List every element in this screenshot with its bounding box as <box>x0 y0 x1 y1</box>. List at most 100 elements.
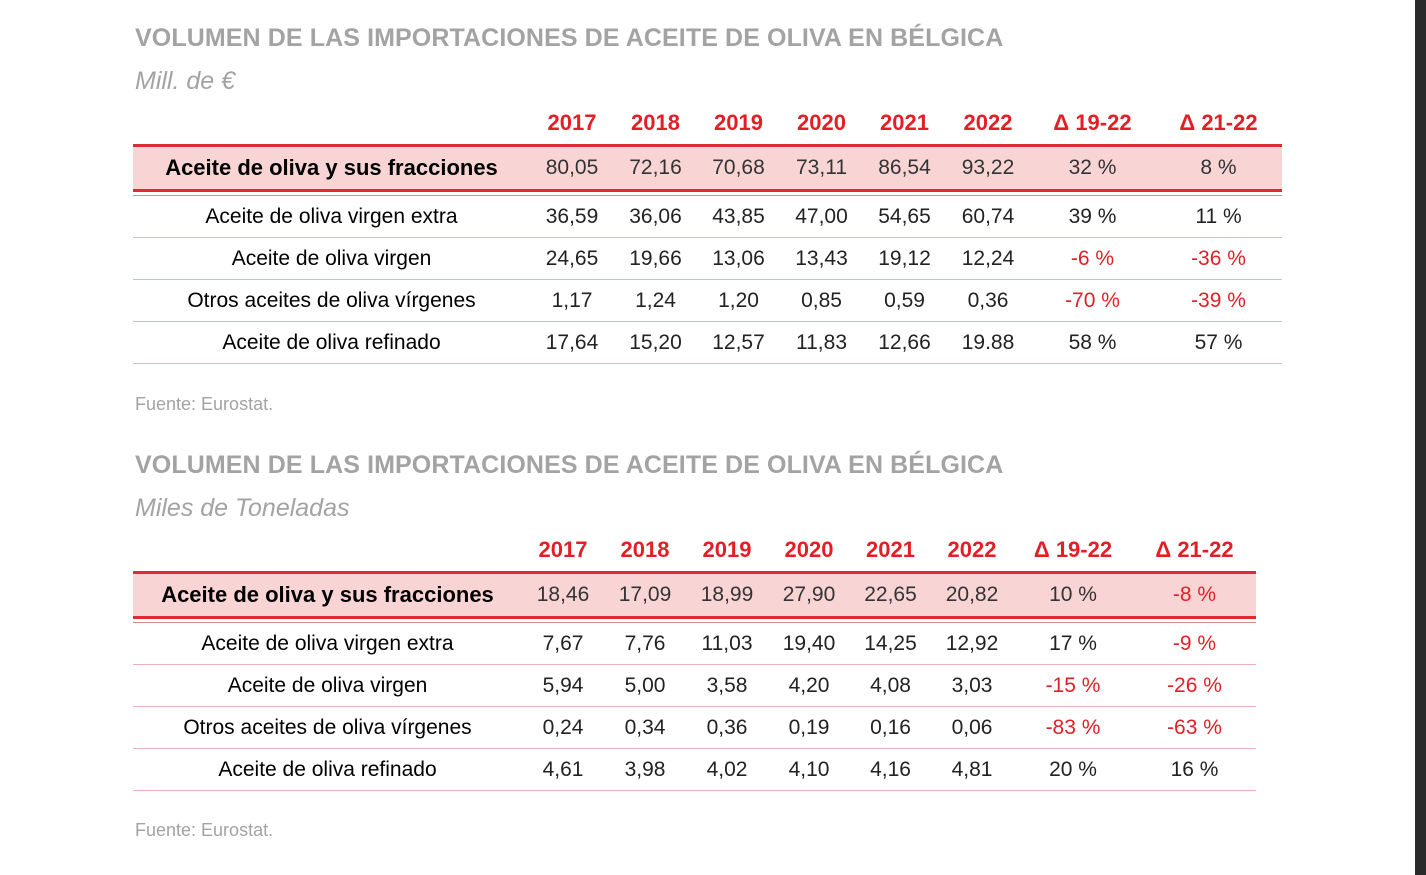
column-header: Δ 19-22 <box>1033 537 1113 562</box>
table2-source: Fuente: Eurostat. <box>135 820 274 840</box>
cell-value: 18,46 <box>522 571 604 619</box>
cell-value: 1,20 <box>697 279 780 322</box>
row-label: Otros aceites de oliva vírgenes <box>133 279 530 322</box>
table-row: Otros aceites de oliva vírgenes 1,17 1,24 1… <box>133 279 1282 322</box>
cell-value: 58 % <box>1030 321 1155 364</box>
cell-value: 12,24 <box>946 237 1030 280</box>
cell-value: 12,57 <box>697 321 780 364</box>
cell-value: 70,68 <box>697 144 780 192</box>
cell-value: 18,99 <box>686 571 768 619</box>
cell-value: 24,65 <box>530 237 614 280</box>
cell-value: 19,40 <box>768 622 850 665</box>
column-header: 2020 <box>784 537 834 562</box>
cell-value: 72,16 <box>614 144 697 192</box>
cell-value: 17,09 <box>604 571 686 619</box>
cell-value: 1,24 <box>614 279 697 322</box>
column-header: 2021 <box>880 110 929 135</box>
header-row: 2017 2018 2019 2020 2021 2022 Δ 19-22 Δ 21-22 <box>133 102 1282 146</box>
cell-value: 4,61 <box>522 748 604 791</box>
cell-value: 0,36 <box>686 706 768 749</box>
cell-value: 43,85 <box>697 195 780 238</box>
table-row: Aceite de oliva virgen extra 36,59 36,06 43… <box>133 195 1282 238</box>
column-header: Δ 21-22 <box>1155 537 1234 562</box>
cell-value: 57 % <box>1155 321 1282 364</box>
table-row: Aceite de oliva virgen 5,94 5,00 3,58 4,20 4,… <box>133 664 1256 707</box>
cell-value: 7,67 <box>522 622 604 665</box>
table-row: Aceite de oliva virgen 24,65 19,66 13,06 13,… <box>133 237 1282 280</box>
table-row: Aceite de oliva refinado 4,61 3,98 4,02 4,10… <box>133 748 1256 791</box>
divider-line <box>133 617 1256 623</box>
cell-value: 3,98 <box>604 748 686 791</box>
column-header: 2018 <box>620 537 670 562</box>
column-header: 2021 <box>866 537 915 562</box>
cell-value: 80,05 <box>530 144 614 192</box>
cell-value: 3,58 <box>686 664 768 707</box>
cell-value: 32 % <box>1030 144 1155 192</box>
cell-value: 4,08 <box>850 664 931 707</box>
column-header: 2022 <box>963 110 1013 135</box>
cell-value: -15 % <box>1013 664 1133 707</box>
cell-value: -6 % <box>1030 237 1155 280</box>
column-header: 2022 <box>947 537 997 562</box>
cell-value: 73,11 <box>780 144 863 192</box>
cell-value: 13,43 <box>780 237 863 280</box>
column-header <box>133 529 522 573</box>
cell-value: 4,10 <box>768 748 850 791</box>
column-header <box>133 102 530 146</box>
cell-value: 0,36 <box>946 279 1030 322</box>
cell-value: 19,66 <box>614 237 697 280</box>
cell-value: 19,12 <box>863 237 946 280</box>
cell-value: 0,85 <box>780 279 863 322</box>
cell-value: -36 % <box>1155 237 1282 280</box>
table2: 2017 2018 2019 2020 2021 2022 Δ 19-22 Δ 21-22 Ac… <box>133 529 1256 791</box>
divider <box>133 190 1282 196</box>
cell-value: 93,22 <box>946 144 1030 192</box>
row-label: Aceite de oliva virgen <box>133 237 530 280</box>
cell-value: 4,20 <box>768 664 850 707</box>
cell-value: 0,06 <box>931 706 1013 749</box>
row-label: Aceite de oliva refinado <box>133 321 530 364</box>
cell-value: 0,24 <box>522 706 604 749</box>
cell-value: 4,16 <box>850 748 931 791</box>
cell-value: -8 % <box>1133 571 1256 619</box>
cell-value: 7,76 <box>604 622 686 665</box>
column-header: 2018 <box>631 110 680 135</box>
cell-value: 47,00 <box>780 195 863 238</box>
cell-value: 39 % <box>1030 195 1155 238</box>
cell-value: 11 % <box>1155 195 1282 238</box>
table-row: Aceite de oliva refinado 17,64 15,20 12,57 1… <box>133 321 1282 364</box>
row-label: Aceite de oliva y sus fracciones <box>133 571 522 619</box>
cell-value: 22,65 <box>850 571 931 619</box>
table1: 2017 2018 2019 2020 2021 2022 Δ 19-22 Δ 21-22 Ac… <box>133 102 1282 364</box>
cell-value: -63 % <box>1133 706 1256 749</box>
cell-value: 0,59 <box>863 279 946 322</box>
cell-value: 17 % <box>1013 622 1133 665</box>
cell-value: -70 % <box>1030 279 1155 322</box>
cell-value: -39 % <box>1155 279 1282 322</box>
cell-value: 8 % <box>1155 144 1282 192</box>
column-header: 2017 <box>538 537 588 562</box>
column-header: Δ 21-22 <box>1179 110 1258 135</box>
cell-value: 14,25 <box>850 622 931 665</box>
cell-value: 4,02 <box>686 748 768 791</box>
row-label: Otros aceites de oliva vírgenes <box>133 706 522 749</box>
cell-value: -83 % <box>1013 706 1133 749</box>
cell-value: 60,74 <box>946 195 1030 238</box>
cell-value: 0,16 <box>850 706 931 749</box>
row-label: Aceite de oliva virgen extra <box>133 622 522 665</box>
header-row: 2017 2018 2019 2020 2021 2022 Δ 19-22 Δ 21-22 <box>133 529 1256 573</box>
cell-value: 13,06 <box>697 237 780 280</box>
cell-value: 11,03 <box>686 622 768 665</box>
cell-value: -9 % <box>1133 622 1256 665</box>
cell-value: -26 % <box>1133 664 1256 707</box>
divider-line <box>133 190 1282 196</box>
cell-value: 0,19 <box>768 706 850 749</box>
cell-value: 11,83 <box>780 321 863 364</box>
cell-value: 3,03 <box>931 664 1013 707</box>
cell-value: 1,17 <box>530 279 614 322</box>
row-label: Aceite de oliva virgen <box>133 664 522 707</box>
cell-value: 20 % <box>1013 748 1133 791</box>
cell-value: 10 % <box>1013 571 1133 619</box>
cell-value: 19.88 <box>946 321 1030 364</box>
divider <box>133 617 1256 623</box>
